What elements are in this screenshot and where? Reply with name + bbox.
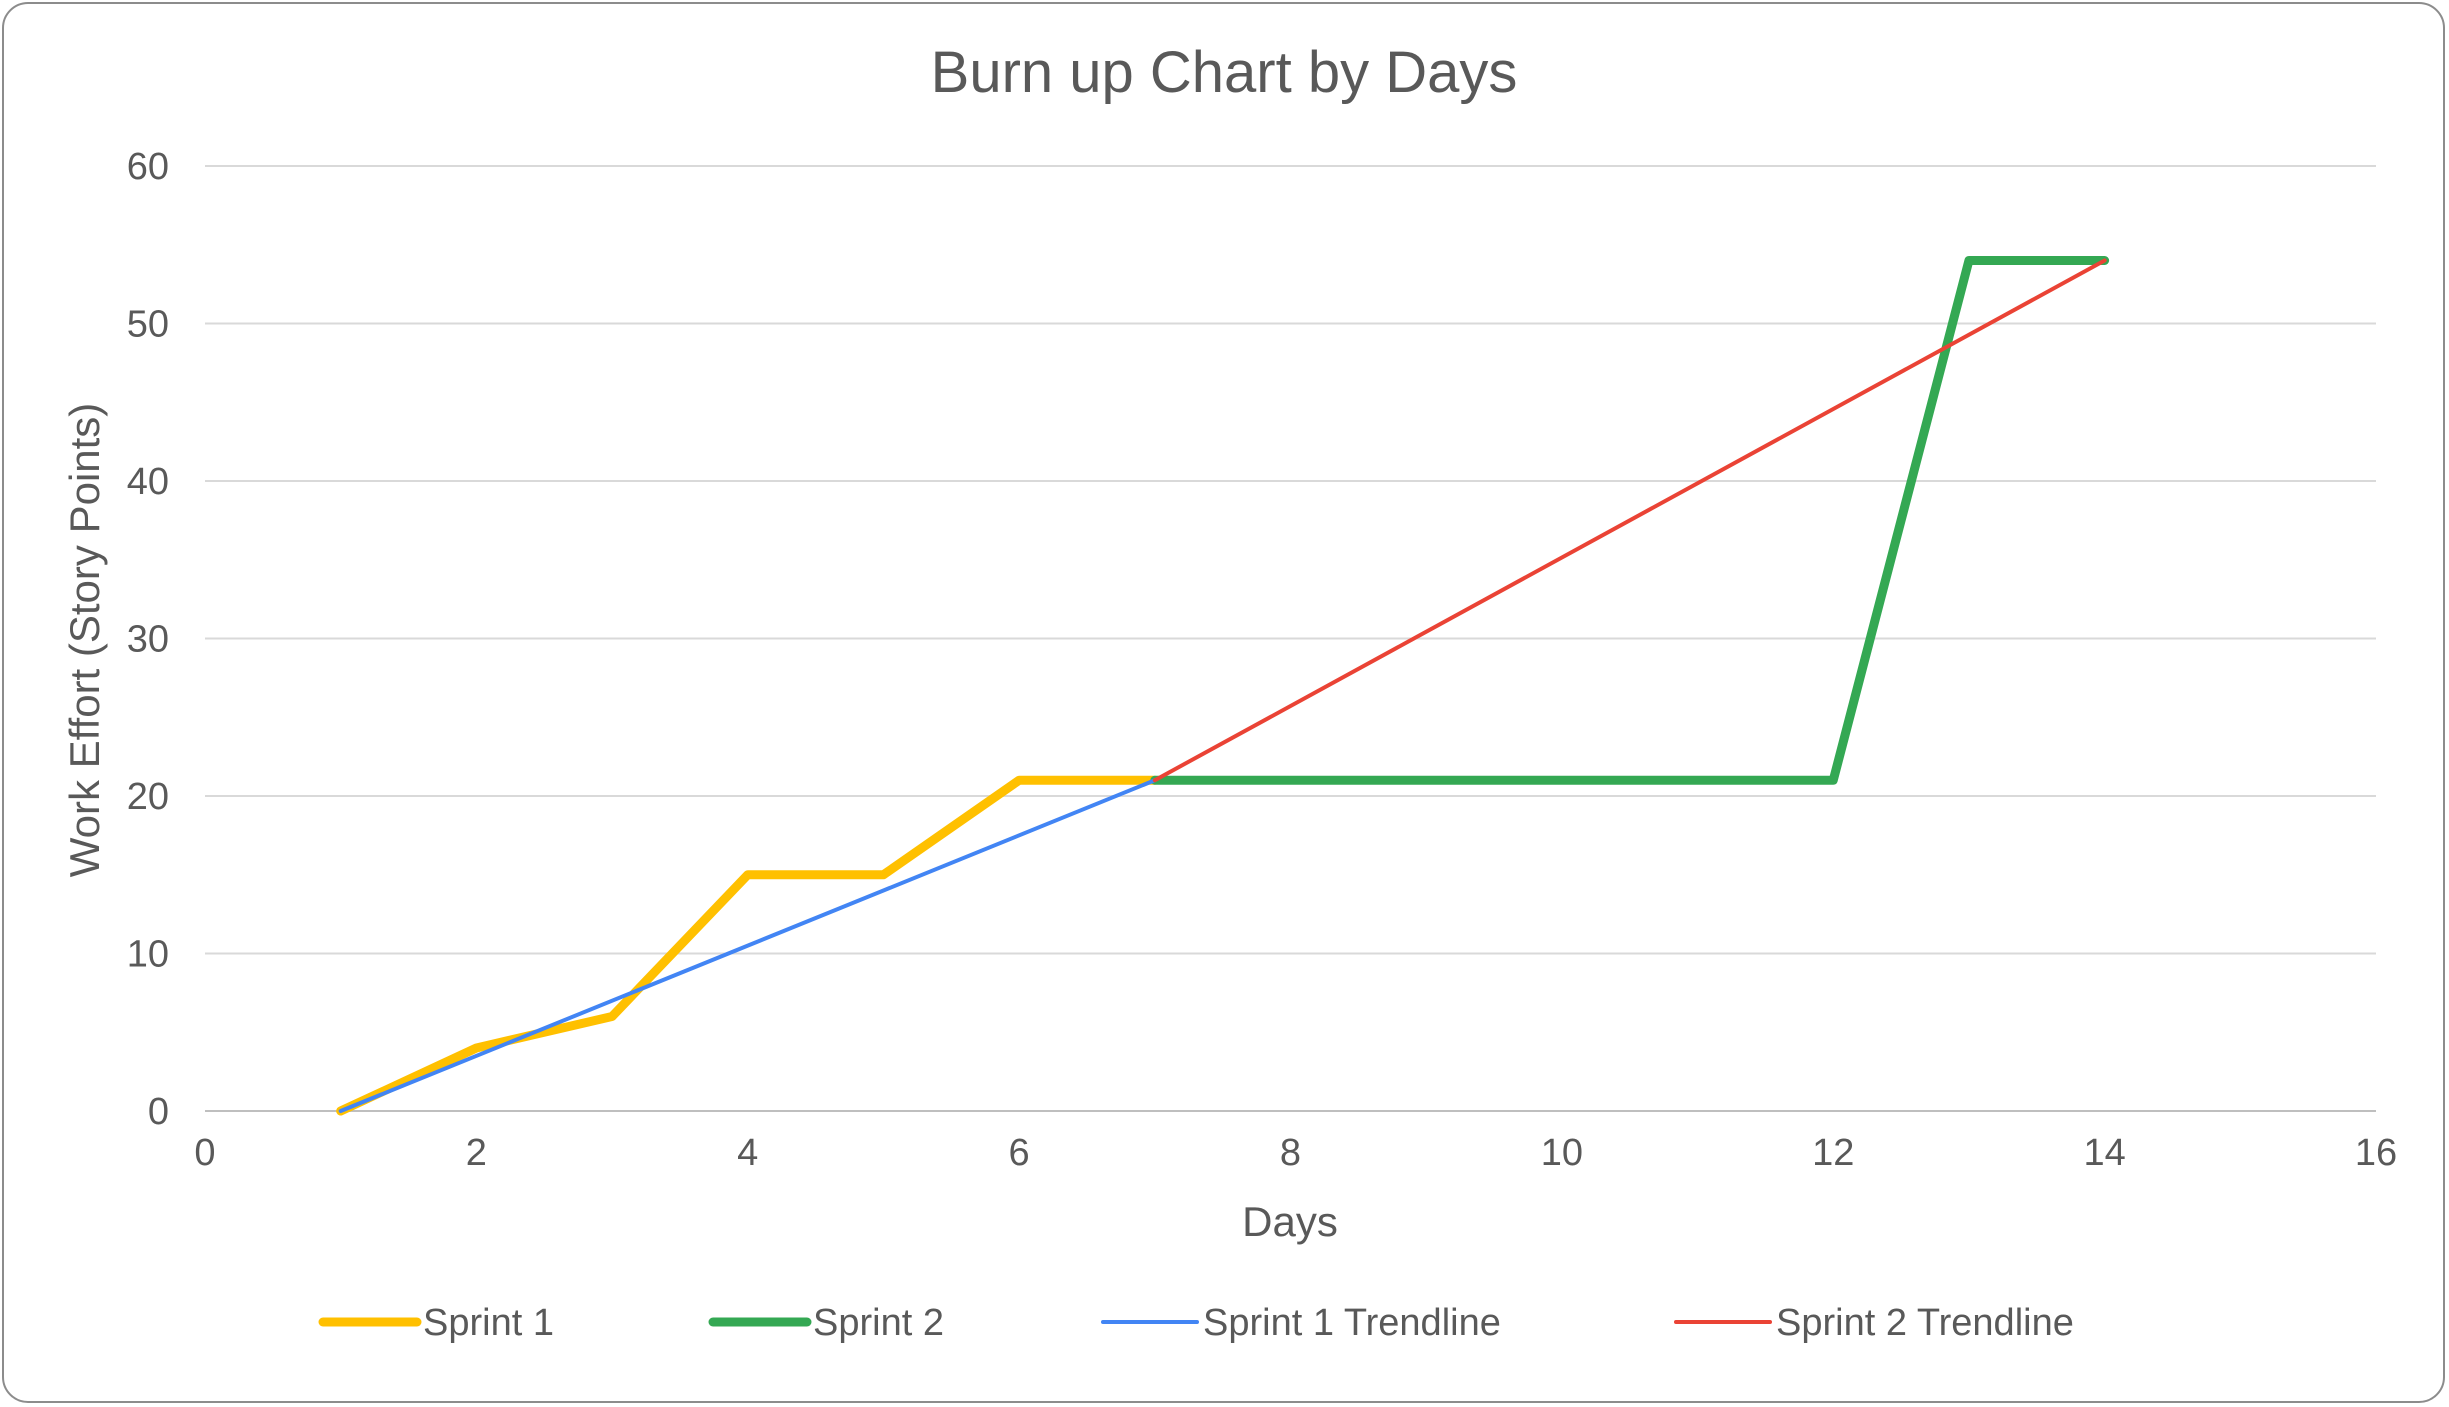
- x-tick-label: 2: [466, 1132, 487, 1174]
- series-line-sprint-1: [336, 775, 1160, 1116]
- legend-label-sprint-1-trendline: Sprint 1 Trendline: [1203, 1302, 1501, 1344]
- x-tick-label: 0: [194, 1132, 215, 1174]
- y-tick-label: 10: [127, 934, 169, 976]
- y-tick-label: 20: [127, 776, 169, 818]
- y-axis-ticks: 0 10 20 30 40 50 60: [127, 146, 169, 1133]
- x-tick-label: 4: [737, 1132, 758, 1174]
- x-tick-label: 6: [1009, 1132, 1030, 1174]
- x-tick-label: 12: [1812, 1132, 1854, 1174]
- x-tick-label: 14: [2083, 1132, 2125, 1174]
- chart-title: Burn up Chart by Days: [931, 40, 1518, 105]
- gridlines: [205, 165, 2376, 955]
- legend-item-sprint-1: Sprint 1: [318, 1302, 554, 1344]
- y-axis-label: Work Effort (Story Points): [61, 403, 108, 878]
- y-tick-label: 60: [127, 146, 169, 188]
- y-tick-label: 30: [127, 619, 169, 661]
- x-tick-label: 16: [2355, 1132, 2397, 1174]
- x-axis-label: Days: [1242, 1198, 1338, 1245]
- series-line-sprint-1-trendline: [338, 778, 1157, 1113]
- series-line-sprint-2-trendline: [1152, 258, 2107, 783]
- y-tick-label: 0: [148, 1091, 169, 1133]
- x-tick-label: 8: [1280, 1132, 1301, 1174]
- legend-item-sprint-1-trendline: Sprint 1 Trendline: [1101, 1302, 1501, 1344]
- y-tick-label: 50: [127, 304, 169, 346]
- x-tick-label: 10: [1541, 1132, 1583, 1174]
- legend-label-sprint-2-trendline: Sprint 2 Trendline: [1776, 1302, 2074, 1344]
- y-tick-label: 40: [127, 461, 169, 503]
- legend: Sprint 1 Sprint 2 Sprint 1 Trendline Sprint…: [318, 1302, 2074, 1344]
- series-layer: [336, 256, 2110, 1116]
- legend-item-sprint-2: Sprint 2: [708, 1302, 944, 1344]
- legend-item-sprint-2-trendline: Sprint 2 Trendline: [1674, 1302, 2074, 1344]
- x-axis-ticks: 0 2 4 6 8 10 12 14 16: [194, 1132, 2397, 1174]
- legend-label-sprint-2: Sprint 2: [813, 1302, 944, 1344]
- legend-label-sprint-1: Sprint 1: [423, 1302, 554, 1344]
